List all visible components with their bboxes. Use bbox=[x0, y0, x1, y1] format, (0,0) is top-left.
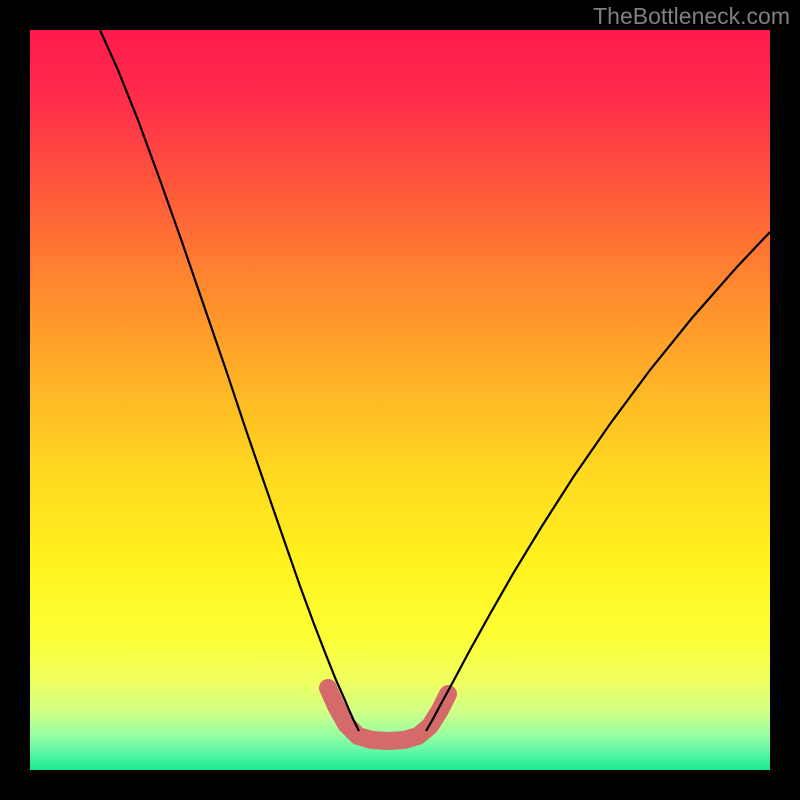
right-curve bbox=[426, 232, 770, 731]
left-curve bbox=[100, 30, 359, 731]
watermark-text: TheBottleneck.com bbox=[593, 3, 790, 30]
highlight-segment bbox=[328, 688, 448, 741]
curve-layer bbox=[30, 30, 770, 770]
plot-area bbox=[30, 30, 770, 770]
